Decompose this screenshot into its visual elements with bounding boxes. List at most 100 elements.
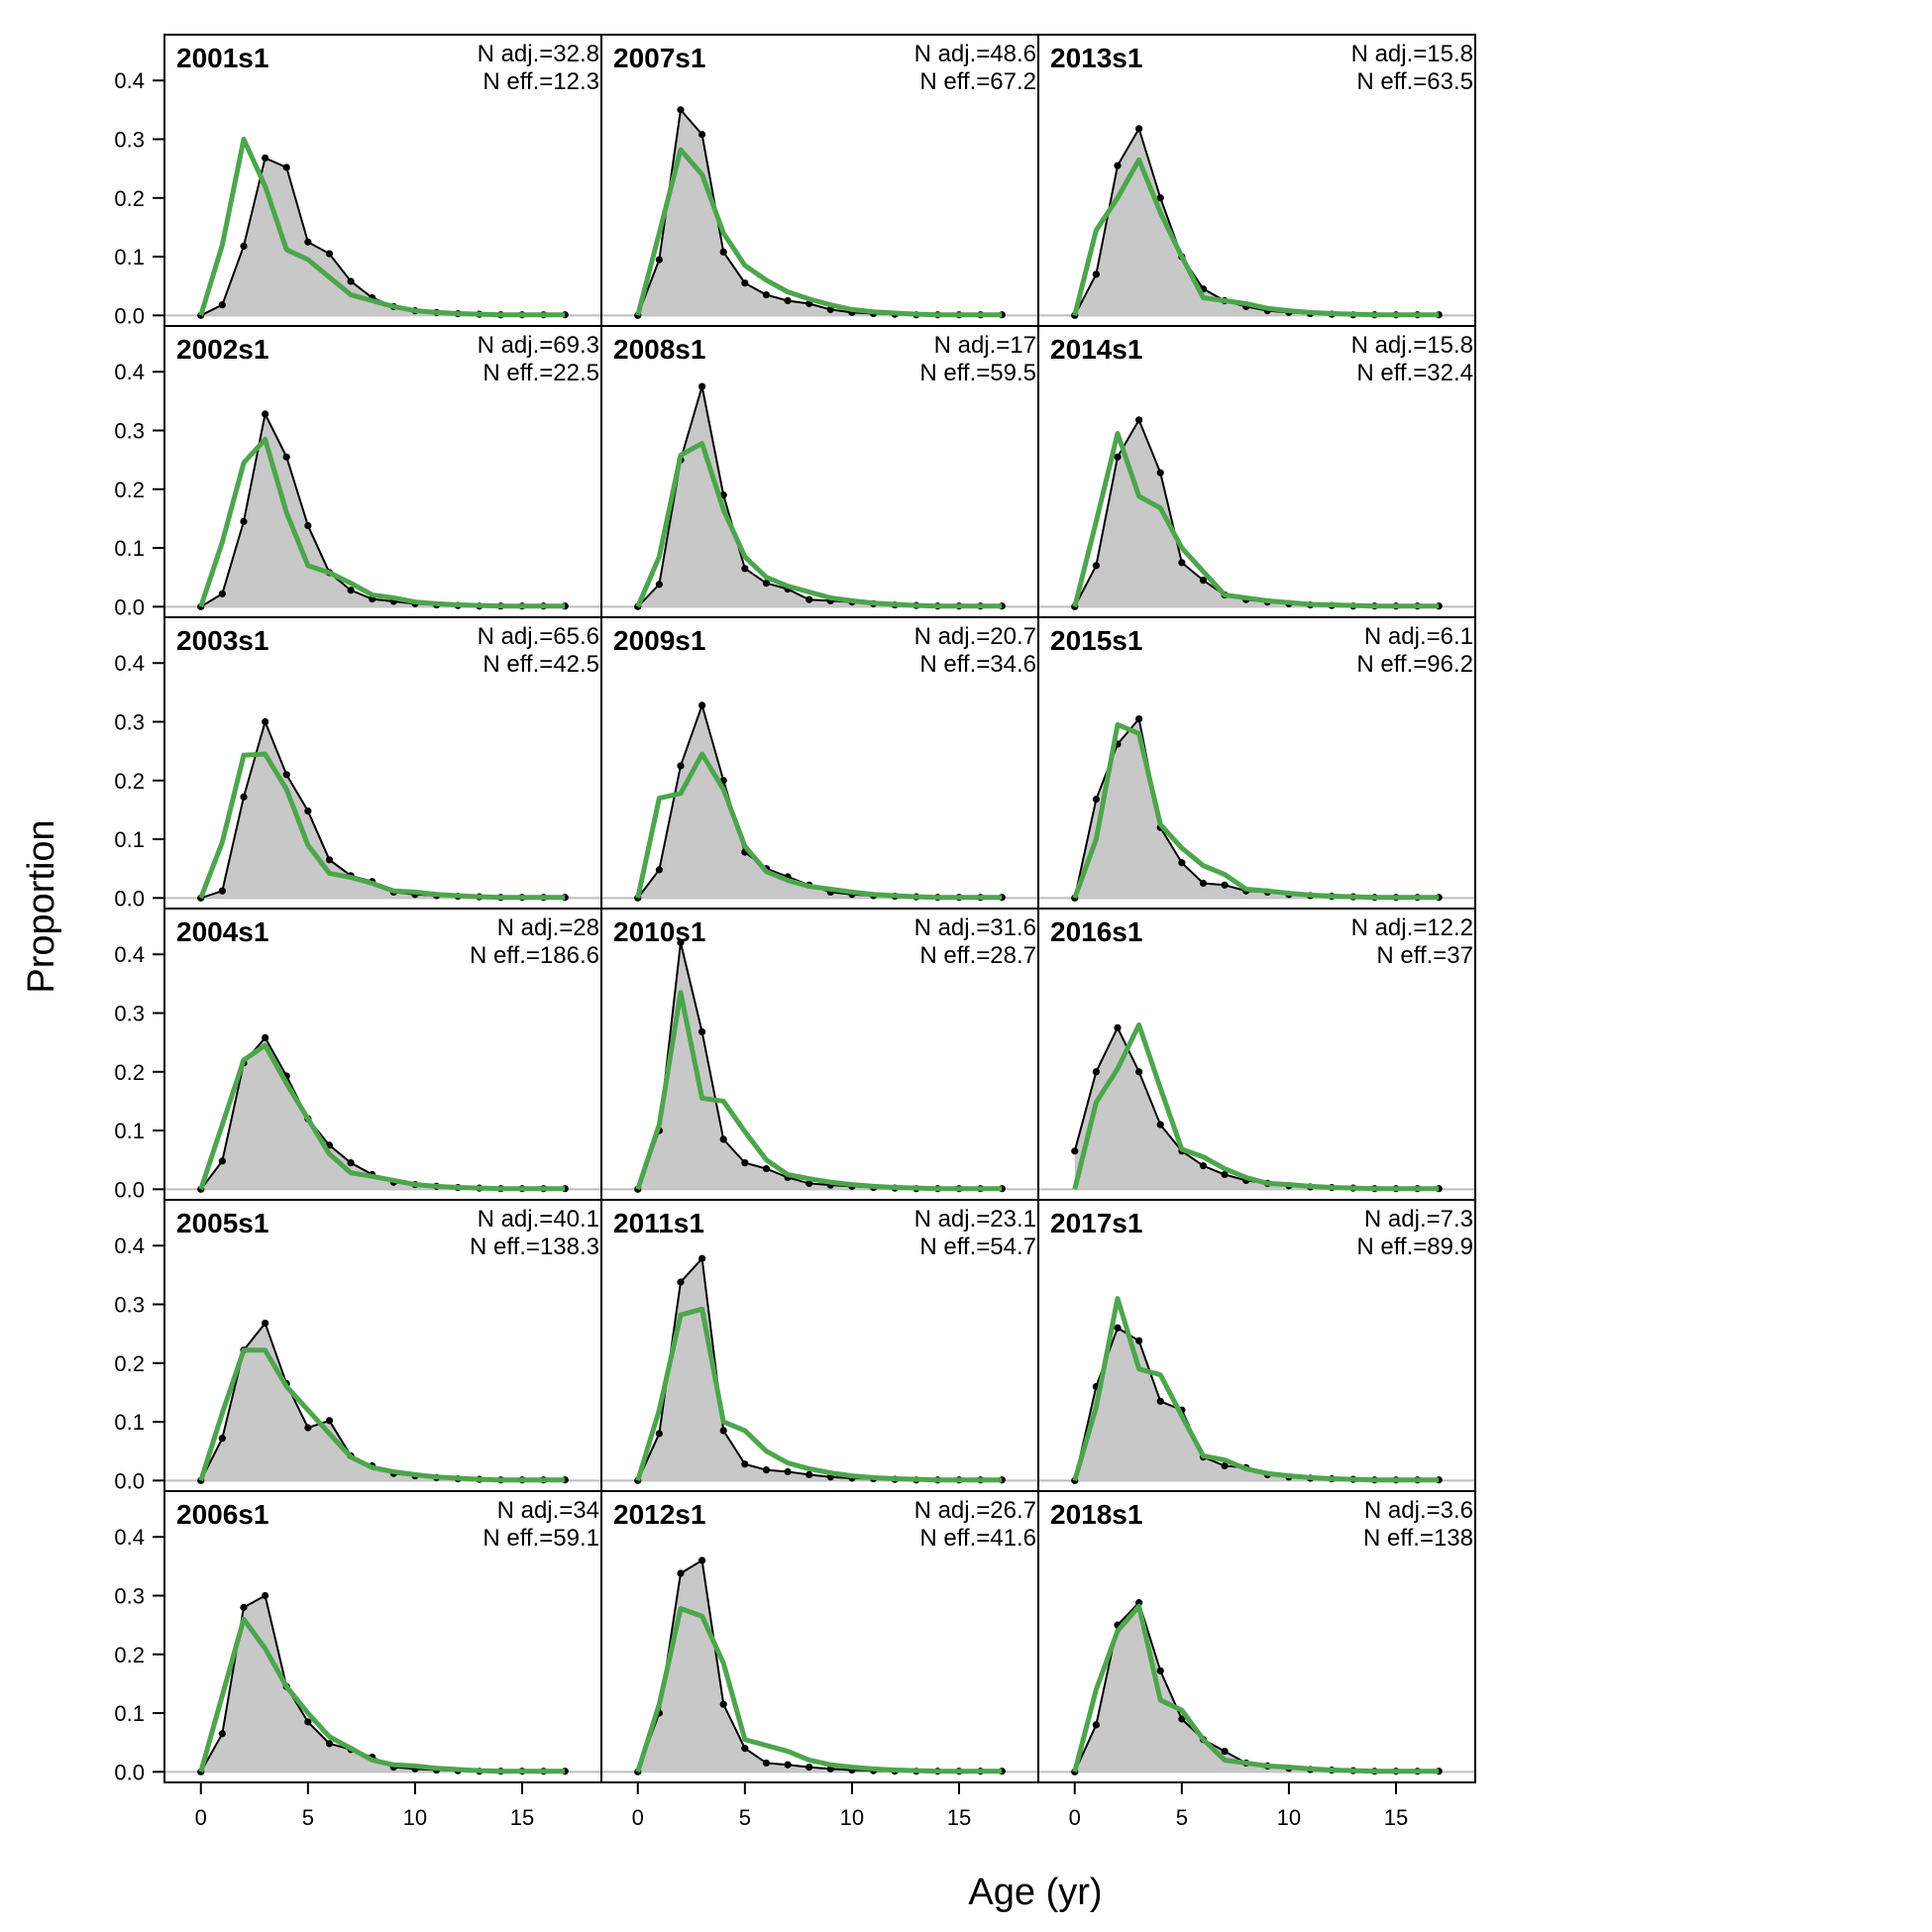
observed-point xyxy=(741,1460,749,1468)
observed-point xyxy=(1114,1324,1122,1332)
x-tick-label: 10 xyxy=(1277,1805,1301,1830)
n-eff-label: N eff.=34.6 xyxy=(919,651,1036,678)
observed-point xyxy=(719,1135,727,1143)
observed-point xyxy=(347,1159,355,1167)
expected-line xyxy=(635,1306,1003,1483)
panel-label: 2004s1 xyxy=(176,916,268,947)
observed-point xyxy=(1199,577,1208,585)
y-tick-label: 0.3 xyxy=(114,1584,145,1609)
observed-area xyxy=(637,1559,1003,1772)
panel-label: 2018s1 xyxy=(1050,1499,1142,1530)
x-tick-label: 5 xyxy=(302,1805,314,1830)
expected-line xyxy=(635,751,1003,901)
observed-area xyxy=(1074,419,1440,607)
y-tick-label: 0.4 xyxy=(114,1525,145,1550)
y-tick-label: 0.0 xyxy=(114,594,145,619)
x-tick-label: 15 xyxy=(510,1805,534,1830)
observed-point xyxy=(805,595,813,603)
observed-point xyxy=(1221,881,1229,889)
observed-point xyxy=(784,1761,792,1769)
n-eff-label: N eff.=28.7 xyxy=(919,942,1036,969)
observed-point xyxy=(1199,1162,1208,1170)
observed-point xyxy=(1114,1023,1122,1031)
observed-point xyxy=(719,1427,727,1435)
y-tick-label: 0.2 xyxy=(114,1643,145,1667)
observed-point xyxy=(741,1159,749,1167)
y-tick-label: 0.1 xyxy=(114,536,145,561)
observed-point xyxy=(677,938,685,946)
observed-point xyxy=(1221,1461,1229,1470)
x-tick-label: 5 xyxy=(1176,1805,1188,1830)
panel-label: 2003s1 xyxy=(176,625,268,656)
observed-point xyxy=(1178,1715,1186,1723)
expected-line xyxy=(198,1347,566,1483)
observed-point xyxy=(240,793,248,801)
observed-point xyxy=(762,1759,771,1768)
observed-point xyxy=(218,590,226,597)
y-tick-label: 0.4 xyxy=(114,360,145,384)
n-eff-label: N eff.=41.6 xyxy=(919,1525,1036,1552)
observed-point xyxy=(347,277,355,285)
expected-line xyxy=(198,137,566,318)
observed-point xyxy=(218,1730,226,1738)
n-adj-label: N adj.=3.6 xyxy=(1364,1497,1473,1524)
observed-area xyxy=(637,386,1003,607)
observed-point xyxy=(325,250,334,258)
panel-label: 2010s1 xyxy=(613,916,705,947)
observed-area xyxy=(637,109,1003,316)
x-axis: 0 5 10 15 0 5 10 15 0 5 10 15 xyxy=(195,1781,1408,1830)
panel-label: 2005s1 xyxy=(176,1208,268,1238)
n-adj-label: N adj.=65.6 xyxy=(478,623,599,650)
n-eff-label: N eff.=32.4 xyxy=(1356,360,1473,386)
observed-area xyxy=(1074,1027,1440,1190)
panel-2018s1: 2018s1 N adj.=3.6N eff.=138 xyxy=(1037,1490,1476,1783)
n-eff-label: N eff.=37 xyxy=(1376,942,1473,969)
n-eff-label: N eff.=54.7 xyxy=(919,1234,1036,1260)
observed-point xyxy=(218,301,226,309)
n-eff-label: N eff.=89.9 xyxy=(1356,1234,1473,1260)
n-adj-label: N adj.=15.8 xyxy=(1351,41,1473,67)
observed-point xyxy=(1221,1747,1229,1756)
observed-point xyxy=(1156,1666,1164,1674)
observed-point xyxy=(1135,416,1143,424)
observed-point xyxy=(805,1763,813,1771)
observed-area xyxy=(1074,1328,1440,1481)
observed-point xyxy=(325,1417,334,1425)
panel-label: 2009s1 xyxy=(613,625,705,656)
panel-2010s1: 2010s1 N adj.=31.6N eff.=28.7 xyxy=(600,908,1039,1201)
n-adj-label: N adj.=17 xyxy=(934,332,1036,359)
panel-2002s1: 2002s1 N adj.=69.3N eff.=22.5 xyxy=(163,325,602,618)
y-tick-label: 0.3 xyxy=(114,1002,145,1026)
n-eff-label: N eff.=63.5 xyxy=(1356,68,1473,95)
n-adj-label: N adj.=40.1 xyxy=(478,1206,599,1233)
observed-area xyxy=(200,158,566,316)
observed-point xyxy=(1092,1721,1100,1729)
panel-2015s1: 2015s1 N adj.=6.1N eff.=96.2 xyxy=(1037,616,1476,910)
panel-2003s1: 2003s1 N adj.=65.6N eff.=42.5 xyxy=(163,616,602,910)
observed-point xyxy=(1135,714,1143,723)
panel-2009s1: 2009s1 N adj.=20.7N eff.=34.6 xyxy=(600,616,1039,910)
panel-2008s1: 2008s1 N adj.=17N eff.=59.5 xyxy=(600,325,1039,618)
x-tick-label: 0 xyxy=(632,1805,644,1830)
n-adj-label: N adj.=6.1 xyxy=(1364,623,1473,650)
observed-point xyxy=(741,1745,749,1753)
panel-label: 2013s1 xyxy=(1050,43,1142,73)
n-adj-label: N adj.=20.7 xyxy=(914,623,1036,650)
observed-point xyxy=(1092,796,1100,804)
n-adj-label: N adj.=69.3 xyxy=(478,332,599,359)
observed-point xyxy=(677,106,685,114)
observed-point xyxy=(218,887,226,895)
panel-2017s1: 2017s1 N adj.=7.3N eff.=89.9 xyxy=(1037,1199,1476,1492)
observed-area xyxy=(1074,718,1440,899)
observed-point xyxy=(304,238,312,246)
observed-point xyxy=(677,1569,685,1577)
panel-label: 2012s1 xyxy=(613,1499,705,1530)
y-tick-label: 0.1 xyxy=(114,1119,145,1143)
observed-point xyxy=(240,517,248,525)
y-tick-label: 0.4 xyxy=(114,68,145,93)
n-adj-label: N adj.=31.6 xyxy=(914,914,1036,941)
observed-point xyxy=(218,1435,226,1443)
observed-point xyxy=(741,279,749,287)
observed-point xyxy=(784,296,792,305)
observed-area xyxy=(200,413,566,607)
